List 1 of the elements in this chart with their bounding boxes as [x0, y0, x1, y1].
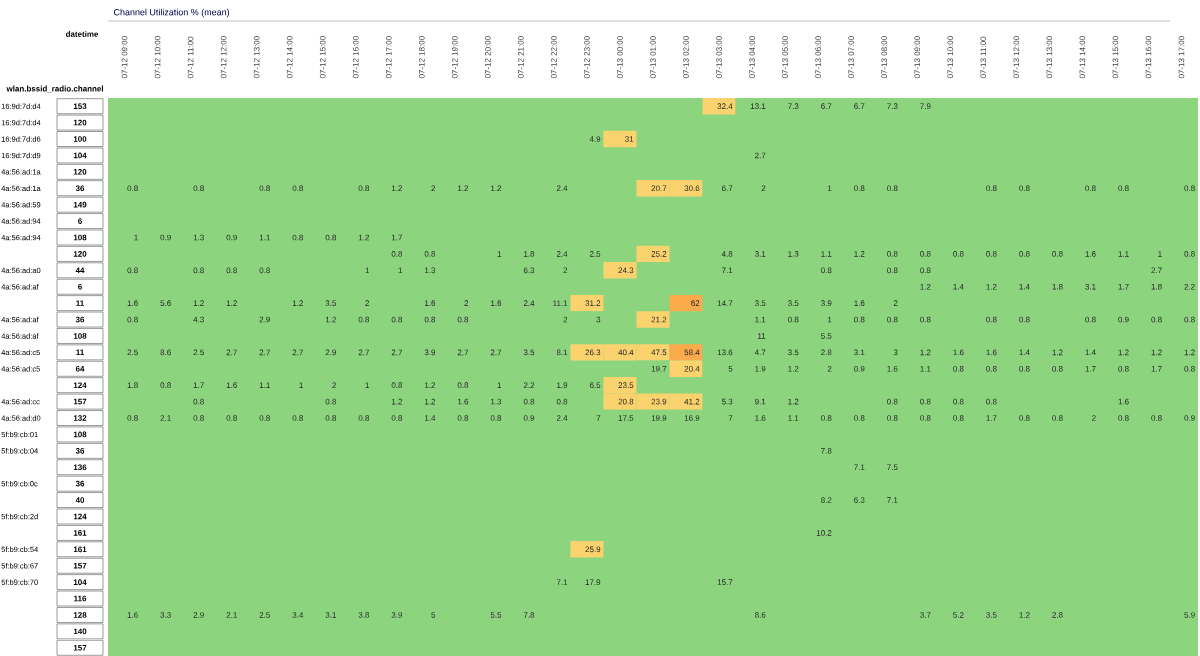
chart-title: Channel Utilization % (mean) [113, 8, 230, 18]
